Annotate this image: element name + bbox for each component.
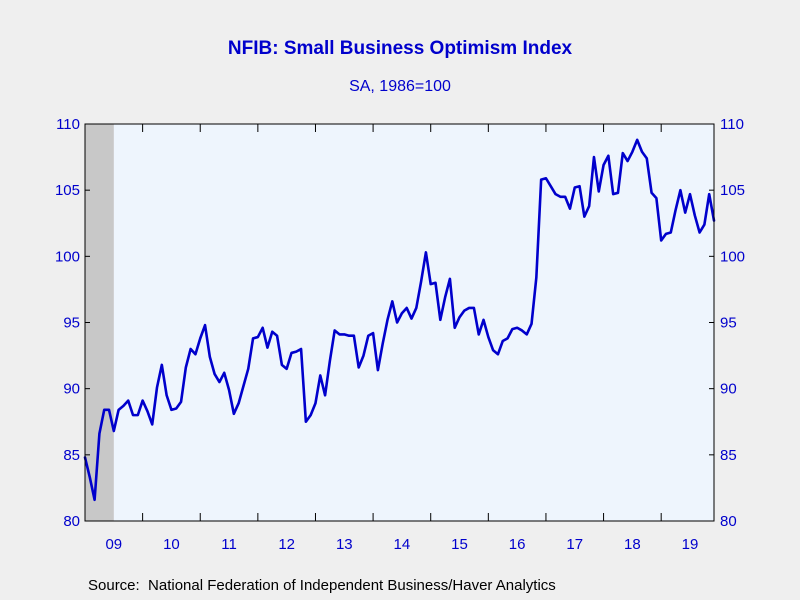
y-tick-label-left: 105 (55, 182, 80, 199)
y-tick-label-right: 85 (720, 447, 737, 464)
chart-subtitle: SA, 1986=100 (349, 78, 451, 95)
chart-title: NFIB: Small Business Optimism Index (227, 38, 573, 59)
x-tick-label: 17 (566, 536, 583, 553)
y-tick-label-right: 110 (720, 116, 744, 133)
x-tick-label: 19 (682, 536, 699, 553)
x-tick-label: 10 (163, 536, 180, 553)
y-tick-label-right: 80 (720, 513, 737, 530)
series-line (83, 138, 716, 502)
x-tick-label: 14 (394, 536, 411, 553)
y-tick-label-left: 85 (63, 447, 80, 464)
y-tick-label-right: 100 (720, 248, 745, 265)
y-tick-label-left: 95 (63, 315, 80, 332)
x-tick-label: 16 (509, 536, 526, 553)
x-tick-label: 12 (278, 536, 295, 553)
y-tick-label-right: 105 (720, 182, 745, 199)
y-tick-label-left: 80 (63, 513, 80, 530)
x-tick-label: 11 (221, 536, 237, 553)
plot-area (85, 124, 714, 521)
y-tick-label-right: 95 (720, 315, 737, 332)
x-tick-label: 09 (105, 536, 122, 553)
source-note: Source: National Federation of Independe… (88, 577, 556, 594)
y-tick-label-left: 100 (55, 248, 80, 265)
series-layer (83, 138, 716, 502)
x-tick-label: 18 (624, 536, 641, 553)
plot-frame (84, 123, 715, 522)
y-tick-label-right: 90 (720, 381, 737, 398)
y-tick-label-left: 90 (63, 381, 80, 398)
y-tick-label-left: 110 (56, 116, 80, 133)
x-tick-label: 15 (451, 536, 468, 553)
axis-labels-layer: 80 80 85 85 90 90 95 95 100 100 105 105 110 110 09 10 11… (55, 116, 745, 553)
x-tick-label: 13 (336, 536, 353, 553)
